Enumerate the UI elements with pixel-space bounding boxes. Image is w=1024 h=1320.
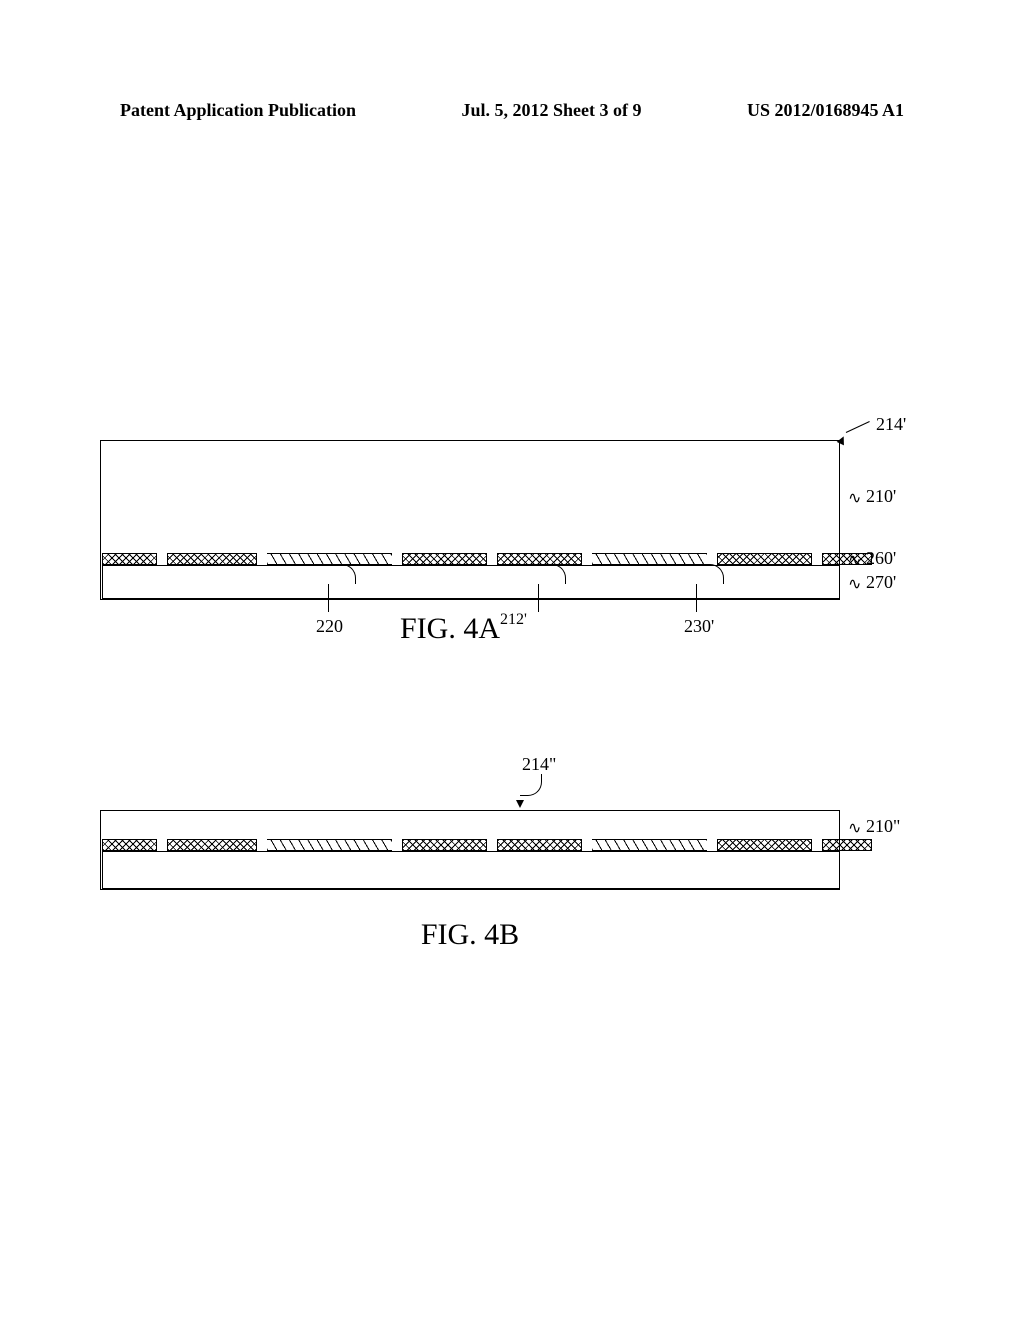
tilde-icon: ∿ [848, 818, 861, 838]
label-220: 220 [316, 616, 343, 637]
fig4a-caption-wrap: FIG. 4A 212' [400, 612, 640, 646]
hatch-seg [167, 839, 257, 851]
fig4a-lower-frame [102, 565, 840, 599]
hatch-seg [402, 839, 487, 851]
tilde-icon: ∿ [848, 488, 861, 508]
hatch-seg [167, 553, 257, 565]
tilde-icon: ∿ [848, 550, 861, 570]
fig4a-hatch-row [102, 553, 838, 565]
label-210: 210' [866, 486, 896, 507]
hatch-seg [717, 839, 812, 851]
hatch-seg [402, 553, 487, 565]
tilde-icon: ∿ [848, 574, 861, 594]
label-214b: 214" [522, 754, 556, 775]
hatch-seg [717, 553, 812, 565]
header-center: Jul. 5, 2012 Sheet 3 of 9 [462, 100, 642, 121]
figure-4b: 214" ∿ 210" FIG. 4B [100, 760, 880, 920]
label-260: 260' [866, 548, 896, 569]
hatch-seg-diag [267, 839, 392, 851]
fig4b-outer-frame [100, 810, 840, 890]
hatch-seg-diag [592, 839, 707, 851]
fig4b-lower-frame [102, 851, 840, 889]
label-214: 214' [876, 414, 906, 435]
figure-4a: 214' ∿ 210' ∿ 260' ∿ 270' 220 230' FIG. … [100, 440, 880, 670]
fig4a-outer-frame [100, 440, 840, 600]
header-left: Patent Application Publication [120, 100, 356, 121]
hatch-seg [102, 839, 157, 851]
hatch-seg [102, 553, 157, 565]
header-right: US 2012/0168945 A1 [747, 100, 904, 121]
hatch-seg [822, 839, 872, 851]
hatch-seg-diag [592, 553, 707, 565]
page-header: Patent Application Publication Jul. 5, 2… [0, 100, 1024, 121]
fig4a-caption: FIG. 4A [400, 612, 500, 645]
label-212: 212' [500, 611, 527, 628]
fig4b-hatch-row [102, 839, 838, 851]
label-210b: 210" [866, 816, 900, 837]
hatch-seg [497, 839, 582, 851]
label-270: 270' [866, 572, 896, 593]
label-230: 230' [684, 616, 714, 637]
hatch-seg [822, 553, 872, 565]
fig4b-caption: FIG. 4B [100, 918, 840, 952]
